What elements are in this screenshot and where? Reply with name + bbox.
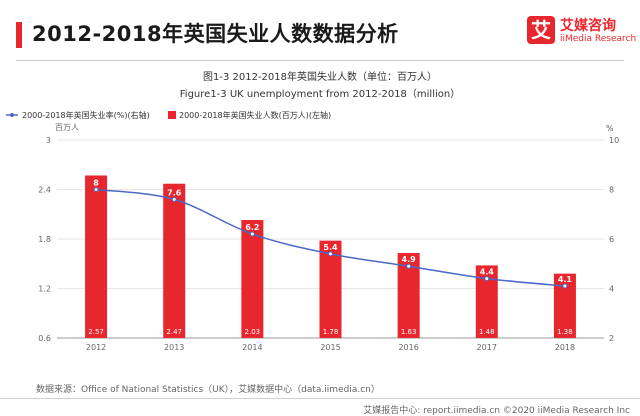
- line-value-label: 4.4: [480, 268, 495, 277]
- data-source: 数据来源：Office of National Statistics（UK），艾…: [36, 385, 380, 395]
- x-tick-label: 2018: [555, 343, 575, 352]
- chart-title: 图1-3 2012-2018年英国失业人数（单位：百万人）: [203, 70, 437, 83]
- line-value-label: 7.6: [167, 188, 182, 197]
- bar-value-label: 1.38: [557, 328, 573, 336]
- line-value-label: 5.4: [323, 243, 338, 252]
- legend-bar-swatch: [168, 111, 176, 119]
- line-point: [406, 263, 412, 269]
- y-left-tick-label: 3: [46, 136, 51, 145]
- legend-line-marker: [10, 113, 14, 117]
- x-tick-label: 2017: [477, 343, 497, 352]
- x-tick-label: 2013: [164, 343, 184, 352]
- rate-line: 8 7.6 6.2 5.4 4.9 4.4 4.1: [93, 179, 572, 289]
- legend-line-label: 2000-2018年英国失业率(%)(右轴): [22, 110, 150, 120]
- axes: 0.6 2 1.2 4 1.8 6 2.4 8 3 10 2012 2013 2014 2015 2016 2…: [38, 136, 619, 352]
- legend-bar-label: 2000-2018年英国失业人数(百万人)(左轴): [179, 110, 331, 120]
- x-tick-label: 2012: [86, 343, 106, 352]
- bars: 2.57 2.47 2.03 1.78 1.63 1.48 1.38: [85, 175, 576, 338]
- bar-value-label: 2.03: [245, 328, 261, 336]
- y-left-tick-label: 0.6: [38, 334, 51, 343]
- legend: 2000-2018年英国失业率(%)(右轴) 2000-2018年英国失业人数(…: [6, 110, 331, 120]
- footer-divider: [0, 398, 640, 399]
- bar-value-label: 2.57: [88, 328, 104, 336]
- header-accent-bar: [16, 22, 22, 48]
- bar: [241, 220, 264, 338]
- brand-logo-icon: 艾: [527, 16, 555, 44]
- line-value-label: 4.1: [558, 275, 573, 284]
- line-point: [484, 276, 490, 282]
- brand-name: 艾媒咨询: [560, 18, 616, 34]
- footer-text: 艾媒报告中心: report.iimedia.cn ©2020 iiMedia …: [363, 406, 630, 416]
- y-left-tick-label: 2.4: [38, 186, 51, 195]
- bar-value-label: 2.47: [166, 328, 182, 336]
- line-value-label: 6.2: [245, 223, 259, 232]
- page-title: 2012-2018年英国失业人数数据分析: [32, 22, 399, 46]
- line-point: [93, 187, 99, 192]
- line-point: [328, 251, 333, 257]
- y-left-tick-label: 1.8: [38, 235, 51, 244]
- brand-name-en: iiMedia Research: [560, 34, 637, 44]
- line-point: [249, 231, 255, 237]
- header-divider: [16, 60, 624, 61]
- bar: [85, 175, 108, 338]
- x-tick-label: 2014: [242, 343, 262, 352]
- chart-subtitle: Figure1-3 UK unemployment from 2012-2018…: [180, 88, 460, 100]
- bar: [397, 253, 420, 338]
- line-point: [562, 283, 568, 289]
- line-point: [171, 196, 177, 202]
- bar-value-label: 1.48: [479, 328, 495, 336]
- bar: [553, 273, 576, 338]
- bar: [163, 183, 186, 338]
- line-value-label: 8: [93, 179, 99, 188]
- y-right-tick-label: 2: [609, 334, 614, 343]
- y-left-tick-label: 1.2: [38, 285, 51, 294]
- line-value-label: 4.9: [402, 255, 417, 264]
- y-axis-right-unit: %: [606, 124, 614, 133]
- bar-value-label: 1.63: [401, 328, 417, 336]
- y-axis-left-unit: 百万人: [55, 123, 79, 132]
- bar-value-label: 1.78: [323, 328, 339, 336]
- x-tick-label: 2015: [320, 343, 340, 352]
- bar: [319, 240, 342, 338]
- y-right-tick-label: 6: [609, 235, 614, 244]
- y-right-tick-label: 10: [609, 136, 619, 145]
- x-tick-label: 2016: [398, 343, 418, 352]
- y-right-tick-label: 4: [609, 285, 614, 294]
- y-right-tick-label: 8: [609, 186, 614, 195]
- bar: [475, 265, 498, 338]
